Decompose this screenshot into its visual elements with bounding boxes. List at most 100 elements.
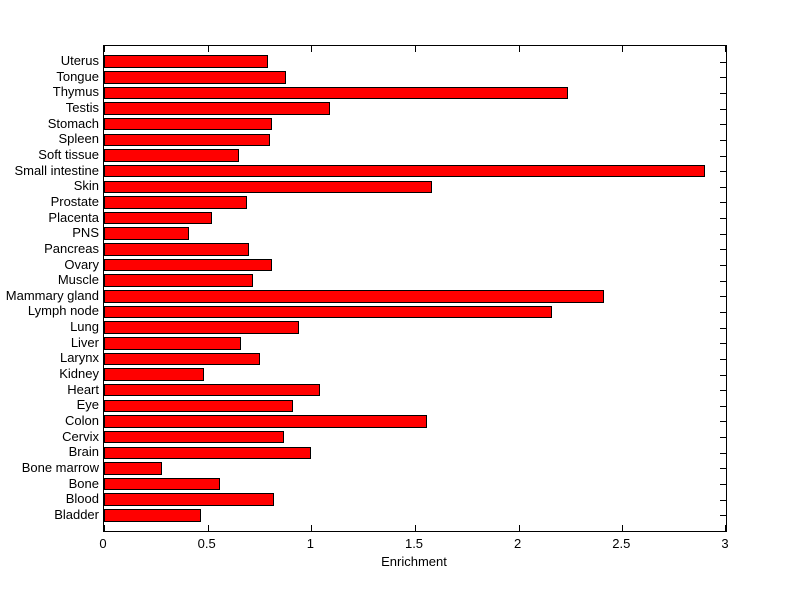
category-label-skin: Skin xyxy=(73,178,99,194)
category-label-colon: Colon xyxy=(65,412,99,428)
bar-stomach xyxy=(104,117,272,131)
x-axis-tick xyxy=(104,525,105,531)
x-axis-tick xyxy=(311,46,312,52)
category-label-prostate: Prostate xyxy=(50,193,99,209)
x-axis-tick xyxy=(208,525,209,531)
category-label-pns: PNS xyxy=(72,225,99,241)
bar-bone-marrow xyxy=(104,462,163,475)
y-axis-tick xyxy=(720,202,726,203)
y-axis-tick xyxy=(720,437,726,438)
category-label-uterus: Uterus xyxy=(60,53,99,69)
x-axis-tick xyxy=(519,46,520,52)
plot-area xyxy=(103,45,727,532)
y-axis-tick xyxy=(720,500,726,501)
y-axis-tick xyxy=(720,187,726,188)
bar-small-intestine xyxy=(104,164,706,178)
x-tick-label-2.5: 2.5 xyxy=(612,536,631,551)
category-label-larynx: Larynx xyxy=(59,350,99,366)
category-label-lymph-node: Lymph node xyxy=(27,303,99,319)
category-label-bladder: Bladder xyxy=(54,506,99,522)
bar-lung xyxy=(104,321,299,334)
y-axis-tick xyxy=(720,453,726,454)
x-tick-label-2: 2 xyxy=(514,536,522,551)
y-axis-tick xyxy=(720,124,726,125)
y-axis-tick xyxy=(720,421,726,422)
y-axis-tick xyxy=(720,156,726,157)
y-axis-labels: Uterus Tongue Thymus Testis Stomach Spleen Sof… xyxy=(0,0,99,599)
x-axis-ticklabels: 0 0.5 1 1.5 2 2.5 3 xyxy=(0,536,800,552)
bar-placenta xyxy=(104,211,212,225)
category-label-kidney: Kidney xyxy=(59,366,99,382)
category-label-heart: Heart xyxy=(67,381,99,397)
y-axis-tick xyxy=(720,171,726,172)
bar-soft-tissue xyxy=(104,149,239,162)
y-axis-tick xyxy=(720,281,726,282)
bar-testis xyxy=(104,102,330,115)
category-label-blood: Blood xyxy=(65,491,99,507)
bar-prostate xyxy=(104,196,248,209)
x-axis-tick xyxy=(415,525,416,531)
y-axis-tick xyxy=(720,312,726,313)
bar-pns xyxy=(104,227,189,240)
bar-bladder xyxy=(104,509,202,522)
category-label-spleen: Spleen xyxy=(58,131,99,147)
bar-uterus xyxy=(104,55,268,68)
category-label-liver: Liver xyxy=(70,334,99,350)
x-axis-tick xyxy=(208,46,209,52)
bar-tongue xyxy=(104,71,287,84)
bar-lymph-node xyxy=(104,305,552,319)
x-tick-label-1: 1 xyxy=(306,536,314,551)
bar-colon xyxy=(104,415,428,428)
bar-blood xyxy=(104,493,274,506)
y-axis-tick xyxy=(720,359,726,360)
x-axis-label: Enrichment xyxy=(381,554,447,569)
category-label-bone: Bone xyxy=(68,475,99,491)
category-label-mammary-gland: Mammary gland xyxy=(5,287,99,303)
bar-muscle xyxy=(104,274,254,287)
x-axis-tick xyxy=(622,525,623,531)
y-axis-tick xyxy=(720,62,726,63)
y-axis-tick xyxy=(720,390,726,391)
y-axis-tick xyxy=(720,93,726,94)
bar-heart xyxy=(104,383,320,397)
y-axis-tick xyxy=(720,234,726,235)
bar-brain xyxy=(104,446,312,460)
y-axis-tick xyxy=(720,218,726,219)
x-axis-tick xyxy=(725,525,726,531)
x-axis-tick xyxy=(311,525,312,531)
y-axis-tick xyxy=(720,328,726,329)
category-label-thymus: Thymus xyxy=(52,84,99,100)
bar-skin xyxy=(104,180,432,194)
y-axis-tick xyxy=(720,265,726,266)
category-label-testis: Testis xyxy=(65,100,99,116)
x-axis-tick xyxy=(519,525,520,531)
y-axis-tick xyxy=(720,77,726,78)
y-axis-tick xyxy=(720,109,726,110)
x-axis-tick xyxy=(622,46,623,52)
y-axis-tick xyxy=(720,406,726,407)
bar-bone xyxy=(104,477,221,491)
category-label-muscle: Muscle xyxy=(57,272,99,288)
category-label-eye: Eye xyxy=(76,397,99,413)
category-label-small-intestine: Small intestine xyxy=(14,162,99,178)
x-axis-tick xyxy=(725,46,726,52)
category-label-brain: Brain xyxy=(68,444,99,460)
y-axis-tick xyxy=(720,343,726,344)
bar-cervix xyxy=(104,430,285,444)
category-label-cervix: Cervix xyxy=(62,428,99,444)
x-axis-tick xyxy=(415,46,416,52)
y-axis-tick xyxy=(720,484,726,485)
x-tick-label-3: 3 xyxy=(721,536,729,551)
x-tick-label-1.5: 1.5 xyxy=(404,536,424,551)
bar-mammary-gland xyxy=(104,290,604,303)
category-label-stomach: Stomach xyxy=(47,115,99,131)
bar-eye xyxy=(104,399,293,413)
bar-pancreas xyxy=(104,243,250,256)
category-label-placenta: Placenta xyxy=(48,209,99,225)
category-label-soft-tissue: Soft tissue xyxy=(38,147,99,163)
bar-larynx xyxy=(104,352,260,366)
y-axis-tick xyxy=(720,515,726,516)
y-axis-tick xyxy=(720,296,726,297)
x-tick-label-0: 0 xyxy=(99,536,107,551)
